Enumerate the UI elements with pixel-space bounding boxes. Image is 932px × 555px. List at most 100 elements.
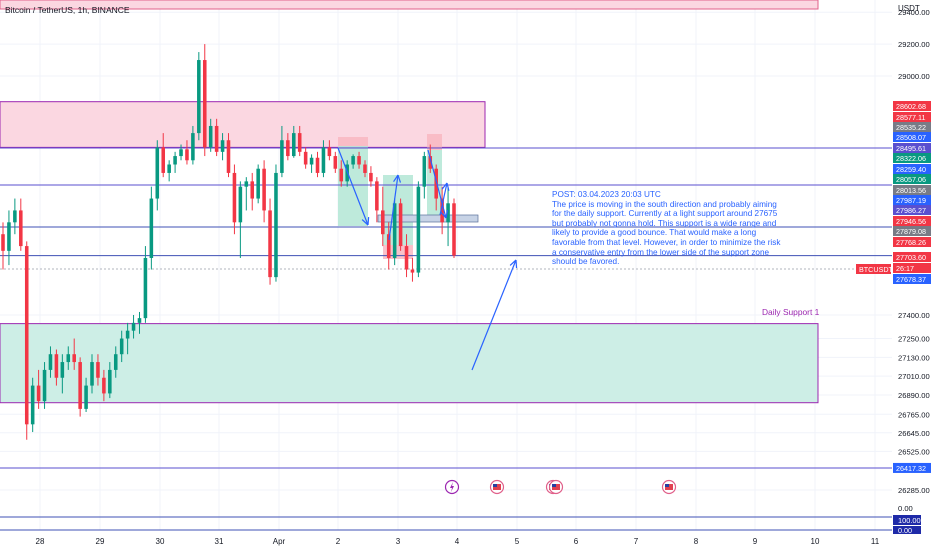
price-label: 27986.27 bbox=[893, 205, 931, 215]
flag-icon[interactable] bbox=[489, 479, 505, 495]
price-label: 27768.26 bbox=[893, 237, 931, 247]
candle-body bbox=[149, 198, 154, 258]
candle-body bbox=[48, 354, 53, 370]
daily-support-label: Daily Support 1 bbox=[762, 307, 820, 317]
candle-body bbox=[13, 210, 17, 223]
analysis-note: POST: 03.04.2023 20:03 UTC The price is … bbox=[552, 190, 784, 267]
candle-body bbox=[392, 203, 397, 258]
y-tick-label: 29200.00 bbox=[898, 40, 930, 49]
candle bbox=[363, 160, 367, 178]
symbol-tag-text: BTCUSDT bbox=[859, 265, 894, 274]
candle-body bbox=[321, 147, 326, 173]
price-label-bg bbox=[893, 122, 931, 132]
indicator-level-label: 100.00 bbox=[898, 516, 921, 525]
price-label: 27678.37 bbox=[893, 274, 931, 284]
down-arrow-head bbox=[445, 210, 449, 219]
candle bbox=[78, 357, 82, 417]
candle bbox=[214, 118, 219, 157]
flag-canton bbox=[552, 484, 556, 487]
candle bbox=[410, 257, 415, 282]
lightning-icon[interactable] bbox=[444, 479, 460, 495]
candle-body bbox=[357, 156, 361, 165]
price-axis[interactable]: 29400.00 29200.00 29000.00 27400.00 27250.00… bbox=[856, 8, 931, 535]
candle bbox=[392, 198, 397, 266]
y-tick-label: 27010.00 bbox=[898, 372, 930, 381]
projection-arrow bbox=[471, 259, 517, 371]
candle-body bbox=[214, 125, 219, 152]
events-layer[interactable] bbox=[444, 479, 677, 495]
candle-body bbox=[179, 149, 183, 157]
candle bbox=[381, 186, 385, 247]
price-label: 28508.07 bbox=[893, 132, 931, 142]
symbol-tag-bg bbox=[856, 264, 891, 274]
currency-unit: USDT bbox=[898, 4, 920, 13]
candle bbox=[422, 151, 427, 199]
candle bbox=[197, 52, 201, 141]
candle-body bbox=[7, 222, 11, 251]
candle-body bbox=[90, 362, 94, 386]
price-label-text: 27879.08 bbox=[896, 227, 926, 236]
indicator-level-label: 0.00 bbox=[898, 526, 912, 535]
price-label-text: 26417.32 bbox=[896, 464, 926, 473]
price-label-text: 28057.06 bbox=[896, 175, 926, 184]
candle bbox=[1, 222, 5, 270]
flag-icon[interactable] bbox=[548, 479, 564, 495]
candle bbox=[327, 140, 332, 161]
candle bbox=[155, 140, 160, 211]
x-tick-label: 30 bbox=[156, 537, 165, 546]
price-label-text: 27987.19 bbox=[896, 196, 926, 205]
x-tick-label: 7 bbox=[634, 537, 639, 546]
up-arrow-head bbox=[446, 182, 450, 191]
candle-body bbox=[416, 186, 421, 273]
candle-body bbox=[386, 234, 391, 258]
candle bbox=[357, 151, 361, 169]
candle-body bbox=[125, 330, 130, 339]
down-arrow bbox=[337, 147, 369, 226]
x-tick-label: 9 bbox=[753, 537, 758, 546]
price-label-bg bbox=[893, 205, 931, 215]
price-label: 28259.40 bbox=[893, 164, 931, 174]
candle bbox=[66, 346, 71, 370]
x-tick-label: 11 bbox=[871, 537, 880, 546]
candle-body bbox=[291, 133, 296, 157]
down-arrow-head bbox=[367, 216, 370, 226]
time-axis[interactable]: 28 29 30 31 Apr 2 3 4 5 6 7 8 9 10 11 bbox=[36, 537, 880, 546]
candle bbox=[202, 44, 207, 157]
price-label-text: 27768.26 bbox=[896, 238, 926, 247]
candle-body bbox=[268, 210, 272, 278]
candle-body bbox=[42, 369, 47, 402]
candle-body bbox=[398, 203, 403, 247]
candle-body bbox=[119, 338, 124, 355]
y-tick-label: 29000.00 bbox=[898, 72, 930, 81]
up-arrow bbox=[439, 182, 448, 216]
candle bbox=[48, 346, 53, 378]
candle bbox=[303, 147, 308, 169]
candle-body bbox=[84, 385, 88, 409]
candle-body bbox=[315, 157, 320, 173]
price-label: 28322.06 bbox=[893, 153, 931, 163]
note-body: The price is moving in the south directi… bbox=[552, 199, 781, 267]
candle-body bbox=[113, 354, 118, 370]
candle-body bbox=[167, 164, 171, 173]
price-label-bg bbox=[893, 462, 931, 473]
candle bbox=[446, 186, 450, 247]
price-label-text: 26:17 bbox=[896, 264, 914, 273]
price-label-bg bbox=[893, 164, 931, 174]
candle bbox=[386, 222, 391, 270]
candle bbox=[309, 154, 314, 173]
candle-body bbox=[256, 168, 260, 199]
lightning-glyph bbox=[450, 482, 454, 492]
candle bbox=[143, 246, 148, 323]
note-heading: POST: 03.04.2023 20:03 UTC bbox=[552, 190, 661, 199]
candle bbox=[72, 338, 76, 370]
projection-arrow-head bbox=[515, 259, 518, 269]
candle bbox=[351, 154, 355, 169]
price-label-bg bbox=[893, 101, 931, 111]
candle bbox=[102, 369, 106, 402]
indicator-level-bg bbox=[893, 515, 921, 525]
candle bbox=[161, 133, 166, 178]
down-arrow-head bbox=[440, 211, 447, 219]
flag-icon[interactable] bbox=[661, 479, 677, 495]
